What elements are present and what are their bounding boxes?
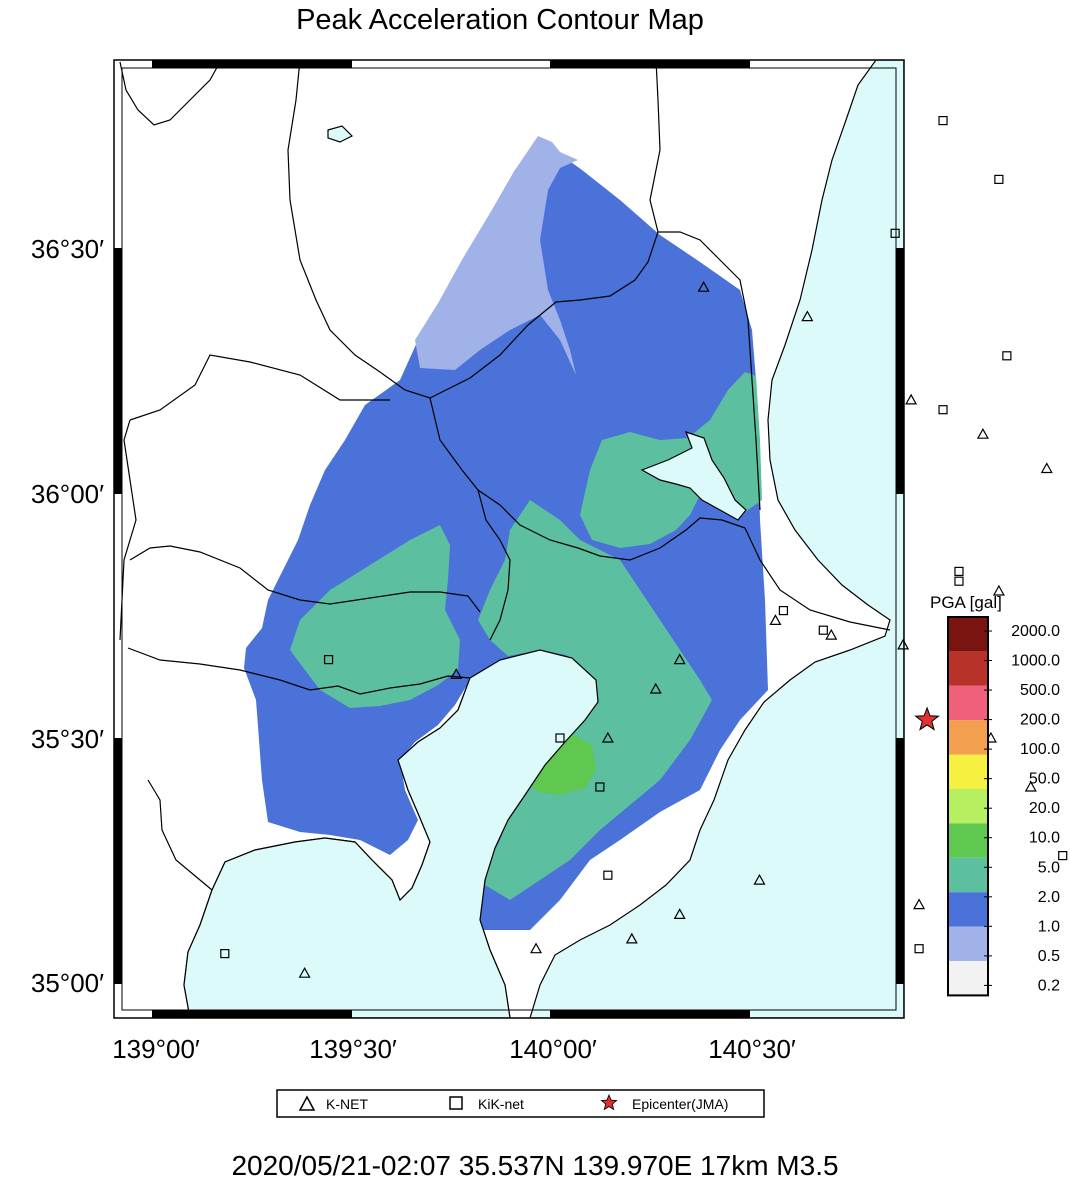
prefecture-boundaries — [119, 60, 891, 891]
colorbar-level-label: 10.0 — [1029, 830, 1060, 847]
contour-0.5-1 — [415, 136, 578, 375]
colorbar-level-label: 5.0 — [1038, 859, 1060, 876]
knet-station-marker — [913, 898, 926, 910]
colorbar-level-label: 20.0 — [1029, 800, 1060, 817]
kiknet-station-marker — [595, 782, 605, 792]
colorbar-swatch — [948, 857, 988, 893]
colorbar-swatch — [948, 789, 988, 824]
knet-station-marker — [992, 584, 1005, 596]
lon-label: 139°30′ — [309, 1034, 397, 1064]
map-title: Peak Acceleration Contour Map — [296, 4, 704, 36]
kiknet-station-marker — [603, 870, 613, 880]
colorbar-frame — [947, 616, 989, 997]
colorbar: PGA [gal] 2000.0 1000.0 500.0 200.0 100.0 50.… — [930, 593, 1060, 997]
knet-station-marker — [1024, 780, 1037, 792]
kiknet-station-marker — [323, 654, 334, 665]
stations-layer — [220, 115, 1068, 978]
kiknet-station-marker — [954, 566, 964, 577]
map-frame — [113, 59, 905, 1019]
colorbar-swatch — [948, 617, 988, 652]
epicenter-star-icon — [600, 1093, 618, 1111]
legend-epicenter-label: Epicenter(JMA) — [632, 1096, 728, 1112]
knet-triangle-icon — [298, 1095, 316, 1111]
pacific-ocean — [529, 60, 904, 1018]
colorbar-level-label: 100.0 — [1020, 741, 1060, 758]
epicenter-marker — [914, 706, 940, 731]
kiknet-station-marker — [954, 576, 964, 586]
knet-station-marker — [905, 393, 918, 405]
knet-station-marker — [530, 942, 543, 954]
lon-label: 140°00′ — [509, 1034, 597, 1064]
lon-axis-labels: 139°00′ 139°30′ 140°00′ 140°30′ — [112, 1034, 796, 1064]
tokyo-bay-overlay — [183, 649, 599, 1018]
kiknet-square-icon — [449, 1096, 463, 1110]
knet-station-marker — [649, 682, 662, 694]
lat-label: 35°30′ — [31, 724, 104, 754]
knet-station-marker — [601, 731, 614, 743]
colorbar-title: PGA [gal] — [930, 593, 1002, 612]
colorbar-swatch — [948, 961, 988, 996]
knet-station-marker — [673, 908, 686, 920]
lat-axis-labels: 36°30′ 36°00′ 35°30′ 35°00′ — [31, 234, 104, 998]
kiknet-station-marker — [994, 174, 1004, 184]
colorbar-level-label: 1.0 — [1038, 918, 1060, 935]
kiknet-station-marker — [778, 605, 789, 616]
legend-knet-label: K-NET — [326, 1096, 368, 1112]
epicenter-star — [914, 706, 940, 731]
colorbar-level-label: 500.0 — [1020, 682, 1060, 699]
kiknet-station-marker — [555, 733, 565, 743]
colorbar-level-label: 2.0 — [1038, 889, 1060, 906]
legend: K-NET KiK-net Epicenter(JMA) — [276, 1089, 765, 1118]
knet-station-marker — [897, 638, 910, 650]
kiknet-station-marker — [938, 115, 948, 126]
colorbar-swatch — [948, 926, 988, 961]
knet-station-marker — [298, 966, 311, 978]
lat-label: 36°00′ — [31, 479, 104, 509]
colorbar-level-label: 2000.0 — [1011, 623, 1060, 640]
lat-label: 35°00′ — [31, 968, 104, 998]
knet-station-marker — [1040, 462, 1053, 474]
kiknet-station-marker — [890, 228, 900, 238]
lat-label: 36°30′ — [31, 234, 104, 264]
kiknet-station-marker — [818, 625, 828, 635]
colorbar-labels: 2000.0 1000.0 500.0 200.0 100.0 50.0 20.0 10.0 5… — [984, 623, 1060, 994]
kiknet-station-marker — [1058, 850, 1068, 861]
colorbar-swatch — [948, 685, 988, 721]
kiknet-station-marker — [1002, 351, 1012, 361]
colorbar-swatch — [948, 754, 988, 789]
colorbar-level-label: 200.0 — [1020, 712, 1060, 729]
map-area — [114, 60, 904, 1018]
lake-overlay — [640, 431, 747, 521]
colorbar-boxes — [947, 616, 989, 997]
colorbar-level-label: 1000.0 — [1011, 653, 1060, 670]
colorbar-swatch — [948, 720, 988, 755]
kiknet-station-marker — [914, 944, 924, 954]
knet-station-marker — [769, 614, 782, 626]
colorbar-swatch — [948, 892, 988, 927]
lon-label: 139°00′ — [112, 1034, 200, 1064]
legend-kiknet-label: KiK-net — [478, 1096, 524, 1112]
colorbar-level-label: 50.0 — [1029, 771, 1060, 788]
colorbar-swatch — [948, 823, 988, 858]
colorbar-level-label: 0.5 — [1038, 948, 1060, 965]
colorbar-swatch — [948, 651, 988, 686]
knet-station-marker — [801, 310, 814, 322]
knet-station-marker — [976, 427, 989, 439]
knet-station-marker — [825, 628, 838, 640]
event-caption: 2020/05/21-02:07 35.537N 139.970E 17km M… — [231, 1150, 839, 1181]
knet-station-marker — [673, 653, 686, 665]
knet-station-marker — [625, 932, 638, 944]
knet-station-marker — [753, 873, 766, 885]
lon-label: 140°30′ — [708, 1034, 796, 1064]
knet-station-marker — [697, 280, 710, 292]
kiknet-station-marker — [938, 405, 948, 415]
colorbar-level-label: 0.2 — [1038, 977, 1060, 994]
lake-small — [327, 125, 354, 143]
knet-station-marker — [450, 668, 463, 679]
kiknet-station-marker — [220, 948, 230, 959]
